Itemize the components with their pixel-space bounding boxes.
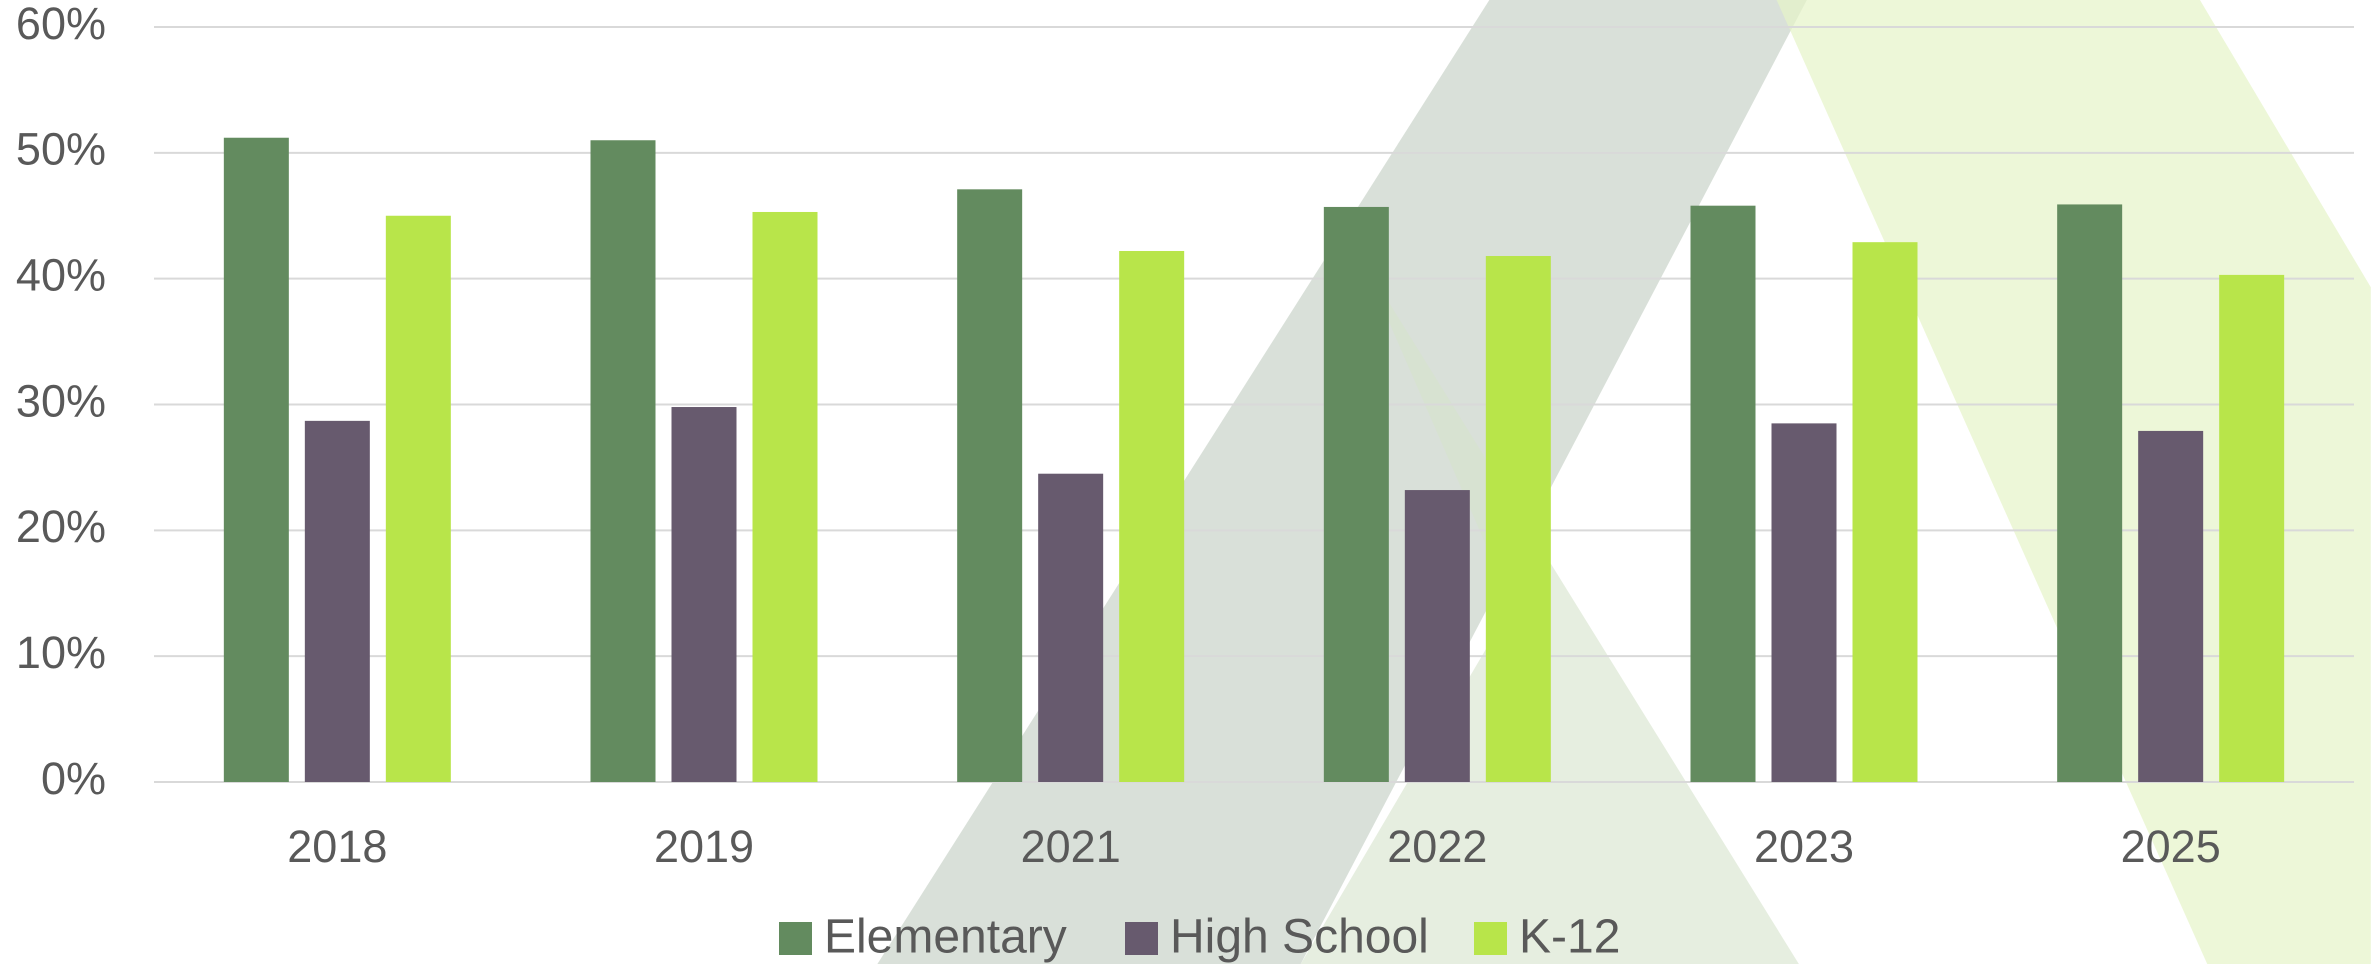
x-tick-label: 2025 [2121,821,2221,872]
bar [671,407,737,782]
x-tick-label: 2019 [654,821,754,872]
bar [385,215,451,782]
bar [1119,250,1185,782]
bar [1485,256,1551,782]
x-tick-label: 2021 [1021,821,1121,872]
bar [590,140,656,782]
legend-label: K-12 [1519,911,1620,964]
bar [752,211,818,783]
legend-label: High School [1170,911,1429,964]
y-tick-label: 20% [16,501,106,552]
bar [223,137,289,782]
legend-swatch [1125,922,1158,955]
bar [2219,274,2285,782]
x-tick-label: 2023 [1754,821,1854,872]
bar [1323,206,1389,783]
y-tick-label: 50% [16,124,106,175]
y-tick-label: 60% [16,0,106,49]
bar [1038,473,1104,782]
bar [957,189,1023,782]
y-tick-label: 10% [16,627,106,678]
bar [1771,423,1837,782]
bar [1852,242,1918,783]
bar [2057,204,2123,783]
bar [1690,205,1756,782]
y-tick-label: 0% [41,753,106,804]
legend-swatch [779,922,812,955]
bar [304,420,370,782]
legend-swatch [1474,922,1507,955]
bar [2138,430,2204,782]
x-tick-label: 2022 [1387,821,1487,872]
y-tick-label: 30% [16,375,106,426]
x-tick-label: 2018 [287,821,387,872]
y-tick-label: 40% [16,250,106,301]
legend-label: Elementary [824,911,1067,964]
bar [1404,490,1470,782]
plot-area: 0% 10% 20% 30% 40% 50% 60% 2018 2019 2021 2022 2023… [16,0,2354,964]
